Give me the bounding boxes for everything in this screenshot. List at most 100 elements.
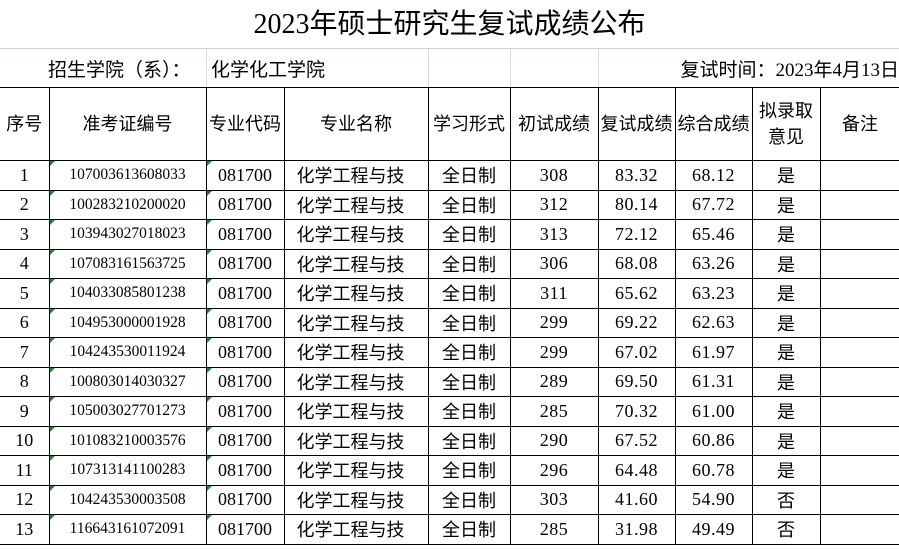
cell-prelim-score[interactable]: 290 bbox=[509, 425, 599, 456]
header-major-name[interactable]: 专业名称 bbox=[283, 87, 429, 161]
cell-ticket-id[interactable]: 107003613608033 bbox=[48, 160, 207, 191]
cell-major-name[interactable]: 化学工程与技 bbox=[283, 219, 429, 250]
cell-ticket-id[interactable]: 116643161072091 bbox=[48, 514, 207, 545]
cell-prelim-score[interactable]: 285 bbox=[509, 514, 599, 545]
cell-prelim-score[interactable]: 313 bbox=[509, 219, 599, 250]
header-admit-opinion[interactable]: 拟录取意见 bbox=[751, 87, 821, 161]
cell-retest-score[interactable]: 64.48 bbox=[597, 455, 676, 486]
cell-major-name[interactable]: 化学工程与技 bbox=[283, 337, 429, 368]
cell-prelim-score[interactable]: 312 bbox=[509, 189, 599, 220]
cell-remarks[interactable] bbox=[819, 425, 899, 456]
cell-study-mode[interactable]: 全日制 bbox=[427, 248, 511, 279]
header-study-mode[interactable]: 学习形式 bbox=[427, 87, 511, 161]
cell-major-code[interactable]: 081700 bbox=[205, 455, 285, 486]
cell-total-score[interactable]: 60.86 bbox=[674, 425, 753, 456]
cell-retest-score[interactable]: 67.02 bbox=[597, 337, 676, 368]
sheet-title[interactable]: 2023年硕士研究生复试成绩公布 bbox=[0, 0, 899, 49]
cell-remarks[interactable] bbox=[819, 219, 899, 250]
cell-major-name[interactable]: 化学工程与技 bbox=[283, 396, 429, 427]
cell-admit-opinion[interactable]: 是 bbox=[751, 189, 821, 220]
cell-retest-score[interactable]: 68.08 bbox=[597, 248, 676, 279]
cell-ticket-id[interactable]: 103943027018023 bbox=[48, 219, 207, 250]
cell-ticket-id[interactable]: 100803014030327 bbox=[48, 366, 207, 397]
cell-seq[interactable]: 6 bbox=[0, 307, 50, 338]
cell-seq[interactable]: 13 bbox=[0, 514, 50, 545]
cell-retest-score[interactable]: 72.12 bbox=[597, 219, 676, 250]
cell-major-name[interactable]: 化学工程与技 bbox=[283, 189, 429, 220]
cell-seq[interactable]: 1 bbox=[0, 160, 50, 191]
cell-total-score[interactable]: 54.90 bbox=[674, 484, 753, 515]
cell-total-score[interactable]: 61.31 bbox=[674, 366, 753, 397]
cell-study-mode[interactable]: 全日制 bbox=[427, 160, 511, 191]
cell-admit-opinion[interactable]: 是 bbox=[751, 425, 821, 456]
cell-remarks[interactable] bbox=[819, 337, 899, 368]
cell-major-name[interactable]: 化学工程与技 bbox=[283, 484, 429, 515]
cell-remarks[interactable] bbox=[819, 455, 899, 486]
cell-seq[interactable]: 2 bbox=[0, 189, 50, 220]
cell-admit-opinion[interactable]: 是 bbox=[751, 337, 821, 368]
cell-prelim-score[interactable]: 306 bbox=[509, 248, 599, 279]
cell-ticket-id[interactable]: 104033085801238 bbox=[48, 278, 207, 309]
cell-major-name[interactable]: 化学工程与技 bbox=[283, 278, 429, 309]
cell-seq[interactable]: 3 bbox=[0, 219, 50, 250]
cell-major-name[interactable]: 化学工程与技 bbox=[283, 425, 429, 456]
cell-prelim-score[interactable]: 296 bbox=[509, 455, 599, 486]
cell-retest-score[interactable]: 69.50 bbox=[597, 366, 676, 397]
cell-remarks[interactable] bbox=[819, 396, 899, 427]
cell-admit-opinion[interactable]: 否 bbox=[751, 514, 821, 545]
cell-study-mode[interactable]: 全日制 bbox=[427, 278, 511, 309]
cell-remarks[interactable] bbox=[819, 484, 899, 515]
cell-study-mode[interactable]: 全日制 bbox=[427, 455, 511, 486]
cell-retest-score[interactable]: 65.62 bbox=[597, 278, 676, 309]
header-remarks[interactable]: 备注 bbox=[819, 87, 899, 161]
cell-total-score[interactable]: 63.26 bbox=[674, 248, 753, 279]
cell-study-mode[interactable]: 全日制 bbox=[427, 219, 511, 250]
cell-major-name[interactable]: 化学工程与技 bbox=[283, 366, 429, 397]
cell-major-code[interactable]: 081700 bbox=[205, 484, 285, 515]
cell-seq[interactable]: 7 bbox=[0, 337, 50, 368]
cell-remarks[interactable] bbox=[819, 366, 899, 397]
cell-prelim-score[interactable]: 308 bbox=[509, 160, 599, 191]
cell-remarks[interactable] bbox=[819, 514, 899, 545]
cell-seq[interactable]: 11 bbox=[0, 455, 50, 486]
cell-study-mode[interactable]: 全日制 bbox=[427, 514, 511, 545]
cell-seq[interactable]: 8 bbox=[0, 366, 50, 397]
cell-remarks[interactable] bbox=[819, 248, 899, 279]
cell-major-code[interactable]: 081700 bbox=[205, 307, 285, 338]
cell-study-mode[interactable]: 全日制 bbox=[427, 189, 511, 220]
cell-seq[interactable]: 12 bbox=[0, 484, 50, 515]
cell-major-code[interactable]: 081700 bbox=[205, 248, 285, 279]
header-seq[interactable]: 序号 bbox=[0, 87, 50, 161]
header-total-score[interactable]: 综合成绩 bbox=[674, 87, 753, 161]
cell-prelim-score[interactable]: 299 bbox=[509, 337, 599, 368]
cell-total-score[interactable]: 67.72 bbox=[674, 189, 753, 220]
cell-total-score[interactable]: 61.00 bbox=[674, 396, 753, 427]
cell-retest-score[interactable]: 69.22 bbox=[597, 307, 676, 338]
cell-major-code[interactable]: 081700 bbox=[205, 189, 285, 220]
header-retest-score[interactable]: 复试成绩 bbox=[597, 87, 676, 161]
cell-major-name[interactable]: 化学工程与技 bbox=[283, 455, 429, 486]
cell-ticket-id[interactable]: 107083161563725 bbox=[48, 248, 207, 279]
cell-seq[interactable]: 4 bbox=[0, 248, 50, 279]
cell-seq[interactable]: 5 bbox=[0, 278, 50, 309]
cell-study-mode[interactable]: 全日制 bbox=[427, 396, 511, 427]
cell-seq[interactable]: 9 bbox=[0, 396, 50, 427]
cell-total-score[interactable]: 60.78 bbox=[674, 455, 753, 486]
cell-admit-opinion[interactable]: 是 bbox=[751, 396, 821, 427]
cell-admit-opinion[interactable]: 是 bbox=[751, 248, 821, 279]
cell-major-code[interactable]: 081700 bbox=[205, 514, 285, 545]
cell-admit-opinion[interactable]: 是 bbox=[751, 366, 821, 397]
cell-major-name[interactable]: 化学工程与技 bbox=[283, 307, 429, 338]
cell-total-score[interactable]: 63.23 bbox=[674, 278, 753, 309]
cell-prelim-score[interactable]: 285 bbox=[509, 396, 599, 427]
cell-major-code[interactable]: 081700 bbox=[205, 278, 285, 309]
cell-admit-opinion[interactable]: 是 bbox=[751, 160, 821, 191]
cell-study-mode[interactable]: 全日制 bbox=[427, 425, 511, 456]
cell-major-name[interactable]: 化学工程与技 bbox=[283, 248, 429, 279]
cell-ticket-id[interactable]: 104243530011924 bbox=[48, 337, 207, 368]
cell-major-code[interactable]: 081700 bbox=[205, 160, 285, 191]
cell-total-score[interactable]: 65.46 bbox=[674, 219, 753, 250]
cell-admit-opinion[interactable]: 否 bbox=[751, 484, 821, 515]
cell-study-mode[interactable]: 全日制 bbox=[427, 307, 511, 338]
exam-date[interactable]: 复试时间：2023年4月13日 bbox=[680, 60, 899, 81]
